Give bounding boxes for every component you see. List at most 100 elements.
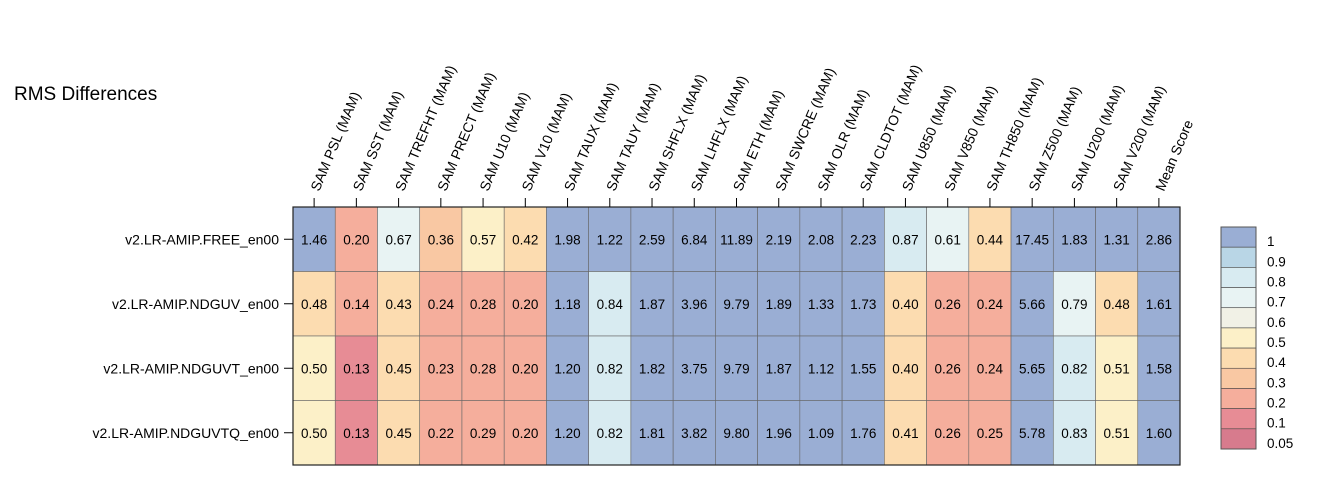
chart-title: RMS Differences [14, 84, 158, 105]
cell-value-label: 1.87 [766, 361, 792, 376]
cell-value-label: 0.26 [935, 297, 961, 312]
heatmap-cell [588, 206, 632, 272]
colorbar-label: 0.7 [1267, 295, 1286, 310]
heatmap-cell [926, 335, 970, 401]
colorbar-label: 0.5 [1267, 335, 1286, 350]
heatmap-cell [841, 400, 885, 466]
heatmap-cell [334, 335, 378, 401]
heatmap-cell [377, 271, 421, 337]
cell-value-label: 1.20 [554, 426, 580, 441]
heatmap-cell [757, 271, 801, 337]
cell-value-label: 0.26 [935, 426, 961, 441]
cell-value-label: 0.13 [343, 426, 369, 441]
heatmap-cell [715, 271, 758, 337]
heatmap-cell [630, 400, 674, 466]
cell-value-label: 0.28 [470, 297, 496, 312]
cell-value-label: 0.36 [428, 232, 454, 247]
cell-value-label: 2.59 [639, 232, 665, 247]
heatmap-cell [503, 400, 547, 466]
cell-value-label: 0.20 [512, 361, 538, 376]
cell-value-label: 11.89 [720, 232, 753, 247]
cell-value-label: 0.29 [470, 426, 496, 441]
heatmap-cell [419, 335, 463, 401]
cell-value-label: 0.26 [935, 361, 961, 376]
colorbar-swatch [1220, 246, 1257, 268]
heatmap-cell [672, 271, 716, 337]
heatmap-cell [757, 206, 801, 272]
cell-value-label: 5.78 [1019, 426, 1045, 441]
cell-value-label: 0.50 [301, 426, 327, 441]
heatmap-cell [503, 335, 547, 401]
cell-value-label: 1.81 [639, 426, 665, 441]
cell-value-label: 0.67 [385, 232, 411, 247]
cell-value-label: 0.24 [977, 297, 1004, 312]
cell-value-label: 0.40 [892, 297, 918, 312]
cell-value-label: 0.48 [1104, 297, 1130, 312]
cell-value-label: 0.48 [301, 297, 327, 312]
cell-value-label: 0.79 [1061, 297, 1087, 312]
colorbar-label: 0.9 [1267, 254, 1286, 269]
cell-value-label: 0.82 [1061, 361, 1087, 376]
cell-value-label: 0.28 [470, 361, 496, 376]
cell-value-label: 0.51 [1104, 361, 1130, 376]
cell-value-label: 0.51 [1104, 426, 1130, 441]
cell-value-label: 1.76 [850, 426, 876, 441]
colorbar-label: 0.8 [1267, 274, 1286, 289]
heatmap-cell [926, 271, 970, 337]
colorbar-swatch [1220, 226, 1257, 248]
heatmap-cell [419, 271, 463, 337]
cell-value-label: 1.61 [1146, 297, 1172, 312]
cell-value-label: 0.14 [343, 297, 370, 312]
cell-value-label: 0.45 [385, 426, 411, 441]
row-label: v2.LR-AMIP.FREE_en00 [125, 231, 279, 247]
heatmap-cell [968, 400, 1012, 466]
colorbar-label: 0.05 [1267, 436, 1293, 451]
cell-value-label: 0.20 [512, 297, 538, 312]
heatmap-cell [292, 400, 336, 466]
cell-value-label: 1.98 [554, 232, 580, 247]
heatmap-cell [799, 335, 843, 401]
heatmap-cell [1010, 271, 1054, 337]
cell-value-label: 9.80 [723, 426, 749, 441]
cell-value-label: 0.82 [597, 426, 623, 441]
heatmap-cell [503, 271, 547, 337]
heatmap-cell [588, 271, 632, 337]
heatmap-cell [1052, 335, 1096, 401]
cell-value-label: 0.61 [935, 232, 961, 247]
heatmap-cell [461, 271, 505, 337]
cell-value-label: 0.20 [343, 232, 369, 247]
heatmap-cell [715, 206, 758, 272]
cell-value-label: 1.87 [639, 297, 665, 312]
cell-value-label: 0.41 [892, 426, 918, 441]
colorbar-swatch [1220, 347, 1257, 369]
cell-value-label: 9.79 [723, 361, 749, 376]
heatmap-cell [968, 335, 1012, 401]
cell-value-label: 0.83 [1061, 426, 1087, 441]
row-label: v2.LR-AMIP.NDGUVT_en00 [103, 360, 279, 376]
heatmap-cell [672, 335, 716, 401]
heatmap-cell [715, 335, 758, 401]
heatmap-cell [588, 400, 632, 466]
heatmap-cell [841, 271, 885, 337]
colorbar-label: 1 [1267, 234, 1275, 249]
colorbar-swatch [1220, 408, 1257, 430]
heatmap-cell [841, 335, 885, 401]
heatmap-cell [884, 400, 927, 466]
cell-value-label: 3.75 [681, 361, 707, 376]
cell-value-label: 0.44 [977, 232, 1004, 247]
heatmap-cell [588, 335, 632, 401]
colorbar-swatch [1220, 327, 1257, 349]
heatmap-cell [1010, 206, 1054, 272]
cell-value-label: 1.46 [301, 232, 327, 247]
colorbar-swatch [1220, 287, 1257, 309]
colorbar-label: 0.2 [1267, 396, 1286, 411]
cell-value-label: 0.13 [343, 361, 369, 376]
cell-value-label: 1.12 [808, 361, 834, 376]
heatmap-cell [799, 271, 843, 337]
heatmap-cell [757, 335, 801, 401]
heatmap-cell [503, 206, 547, 272]
heatmap-cell [1137, 271, 1181, 337]
cell-value-label: 1.82 [639, 361, 665, 376]
cell-value-label: 1.22 [597, 232, 623, 247]
cell-value-label: 3.82 [681, 426, 707, 441]
